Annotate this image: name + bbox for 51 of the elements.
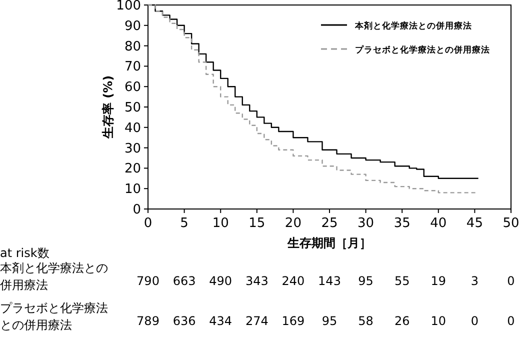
text: at risk数 [0, 246, 50, 260]
x-tick-label: 30 [358, 216, 374, 231]
y-tick-label: 40 [124, 120, 141, 136]
text: 143 [318, 274, 341, 288]
x-tick-label: 15 [248, 216, 266, 231]
text: 343 [245, 274, 268, 288]
text: 240 [282, 274, 305, 288]
x-tick-label: 10 [212, 216, 229, 231]
x-tick-label: 5 [180, 216, 188, 231]
text: 58 [358, 314, 374, 328]
text: 19 [430, 274, 446, 288]
y-tick-label: 10 [124, 182, 141, 198]
y-tick-label: 30 [124, 141, 141, 156]
x-tick-label: 50 [502, 216, 520, 231]
y-tick-label: 90 [124, 18, 141, 34]
text: 0 [507, 314, 515, 328]
text: 490 [209, 274, 232, 288]
x-tick-label: 35 [394, 216, 410, 231]
text: 0 [507, 274, 515, 288]
text: 3 [470, 274, 479, 288]
text: 663 [172, 274, 196, 288]
y-tick-label: 50 [124, 100, 141, 116]
y-tick-label: 80 [124, 39, 141, 54]
text: 169 [282, 314, 305, 328]
x-tick-label: 45 [466, 216, 483, 231]
x-tick-label: 40 [430, 216, 447, 231]
y-tick-label: 60 [124, 80, 141, 96]
text: 0 [470, 314, 479, 328]
legend-label: プラセボと化学療法との併用療法 [355, 44, 490, 56]
y-tick-label: 70 [124, 60, 141, 75]
x-axis-title: 生存期間［月］ [286, 236, 372, 250]
text: 636 [172, 314, 196, 328]
text: 95 [322, 314, 338, 328]
text: 本剤と化学療法との併用療法 [0, 261, 108, 292]
y-tick-label: 100 [116, 0, 141, 14]
x-tick-label: 0 [144, 216, 152, 231]
x-tick-label: 20 [284, 216, 302, 231]
y-tick-label: 20 [124, 162, 141, 177]
text: 55 [394, 274, 410, 288]
x-tick-label: 25 [321, 216, 338, 231]
text: 789 [136, 314, 160, 328]
legend-label: 本剤と化学療法との併用療法 [354, 20, 472, 32]
text: 95 [358, 274, 374, 288]
text: 434 [209, 314, 232, 328]
y-tick-label: 0 [132, 202, 141, 218]
text: プラセボと化学療法との併用療法 [0, 301, 108, 332]
text: 10 [430, 314, 446, 328]
text: 790 [136, 274, 160, 288]
text: 26 [394, 314, 410, 328]
y-axis-title: 生存率 (%) [101, 75, 115, 140]
text: 274 [245, 314, 268, 328]
